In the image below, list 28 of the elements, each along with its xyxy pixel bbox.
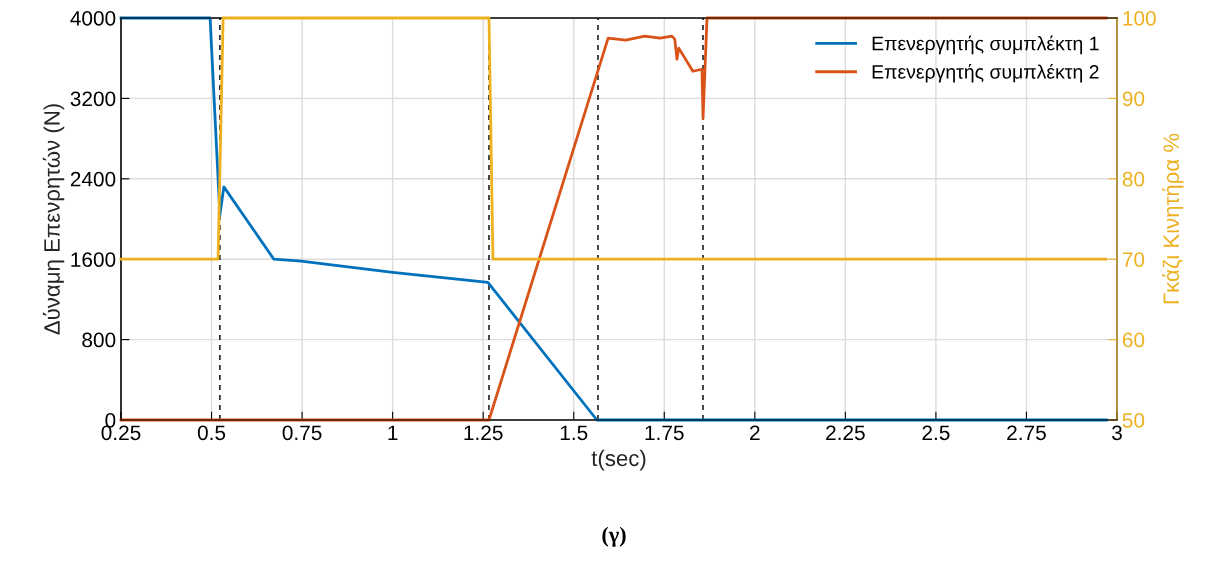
x-tick-label: 2.25 — [826, 425, 865, 441]
y-tick-label: 1600 — [71, 252, 116, 267]
x-tick-label: 2.5 — [922, 425, 950, 441]
y-tick-label: 800 — [82, 332, 116, 348]
y-axis-title: Δύναμη Επενρητών (N) — [42, 104, 65, 335]
x-tick-label: 2 — [750, 425, 760, 440]
y2-tick-label: 80 — [1122, 171, 1145, 187]
x-tick-label: 1.25 — [464, 425, 503, 441]
y2-axis-title: Γκάζι Κινητήρα % — [1162, 133, 1184, 304]
y2-tick-label: 90 — [1122, 91, 1145, 107]
x-tick-label: 2.75 — [1007, 425, 1046, 441]
x-axis-title: t(sec) — [591, 449, 646, 471]
legend-label: Επενεργητής συμπλέκτη 2 — [872, 63, 1099, 83]
text: (γ) — [602, 526, 626, 547]
y-tick-label: 2400 — [70, 171, 116, 187]
x-tick-label: 0.5 — [197, 425, 226, 441]
x-tick-label: 0.75 — [282, 425, 322, 441]
y-tick-label: 3200 — [70, 91, 116, 107]
y2-tick-label: 50 — [1122, 413, 1145, 428]
x-tick-label: 1 — [388, 425, 398, 440]
x-tick-label: 1.5 — [560, 425, 588, 441]
y-tick-label: 4000 — [70, 11, 116, 26]
y2-tick-label: 60 — [1122, 332, 1145, 348]
x-tick-label: 3 — [1112, 425, 1122, 441]
y2-tick-label: 70 — [1122, 252, 1145, 267]
x-tick-label: 1.75 — [645, 425, 684, 441]
y2-tick-label: 100 — [1123, 11, 1156, 26]
legend-label: Επενεργητής συμπλέκτη 1 — [872, 35, 1099, 55]
